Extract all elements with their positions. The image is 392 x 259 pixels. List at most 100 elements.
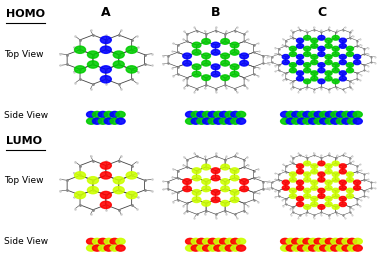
Circle shape: [211, 49, 220, 55]
Circle shape: [211, 175, 220, 181]
Circle shape: [347, 46, 354, 51]
Circle shape: [104, 118, 113, 124]
Circle shape: [297, 245, 307, 251]
Circle shape: [104, 238, 113, 244]
Circle shape: [296, 71, 303, 75]
Circle shape: [303, 118, 312, 124]
Circle shape: [289, 46, 296, 51]
Circle shape: [318, 52, 325, 56]
Text: Side View: Side View: [4, 237, 48, 246]
Circle shape: [289, 177, 296, 182]
Circle shape: [332, 194, 339, 198]
Circle shape: [221, 179, 229, 184]
Circle shape: [100, 46, 111, 53]
Circle shape: [185, 118, 195, 124]
Circle shape: [100, 172, 111, 179]
Circle shape: [309, 118, 318, 124]
Circle shape: [297, 238, 307, 244]
Circle shape: [202, 75, 211, 81]
Circle shape: [336, 111, 346, 118]
Circle shape: [325, 164, 332, 169]
Circle shape: [311, 55, 318, 59]
Circle shape: [87, 186, 98, 194]
Circle shape: [87, 245, 96, 251]
Text: LUMO: LUMO: [6, 136, 42, 146]
Circle shape: [93, 238, 102, 244]
Circle shape: [126, 191, 137, 199]
Circle shape: [221, 39, 229, 44]
Circle shape: [221, 53, 229, 59]
Circle shape: [230, 168, 239, 174]
Circle shape: [347, 188, 354, 193]
Circle shape: [110, 238, 119, 244]
Circle shape: [116, 118, 125, 124]
Circle shape: [332, 172, 339, 177]
Circle shape: [221, 200, 229, 206]
Circle shape: [292, 118, 301, 124]
Circle shape: [311, 71, 318, 75]
Circle shape: [100, 76, 111, 83]
Circle shape: [289, 188, 296, 193]
Circle shape: [185, 245, 195, 251]
Circle shape: [339, 76, 347, 81]
Circle shape: [183, 60, 191, 66]
Circle shape: [332, 52, 339, 56]
Circle shape: [191, 245, 200, 251]
Circle shape: [191, 118, 200, 124]
Circle shape: [332, 46, 339, 51]
Circle shape: [353, 245, 362, 251]
Circle shape: [231, 238, 240, 244]
Circle shape: [281, 245, 290, 251]
Circle shape: [342, 238, 351, 244]
Circle shape: [318, 205, 325, 209]
Circle shape: [319, 118, 329, 124]
Circle shape: [311, 202, 318, 207]
Circle shape: [231, 111, 240, 118]
Circle shape: [104, 245, 113, 251]
Circle shape: [192, 42, 201, 48]
Circle shape: [202, 186, 211, 192]
Circle shape: [331, 118, 340, 124]
Circle shape: [110, 245, 119, 251]
Circle shape: [203, 238, 212, 244]
Circle shape: [336, 245, 346, 251]
Circle shape: [331, 238, 340, 244]
Circle shape: [110, 111, 119, 118]
Circle shape: [230, 71, 239, 77]
Circle shape: [325, 60, 332, 64]
Circle shape: [353, 111, 362, 118]
Text: Top View: Top View: [4, 176, 44, 184]
Circle shape: [211, 197, 220, 203]
Circle shape: [318, 35, 325, 40]
Circle shape: [347, 52, 354, 56]
Circle shape: [296, 44, 303, 48]
Circle shape: [318, 172, 325, 177]
Circle shape: [126, 66, 137, 73]
Circle shape: [211, 190, 220, 195]
Circle shape: [183, 53, 191, 59]
Circle shape: [203, 111, 212, 118]
Circle shape: [325, 238, 334, 244]
Circle shape: [202, 179, 211, 184]
Circle shape: [74, 46, 85, 53]
Circle shape: [98, 238, 107, 244]
Circle shape: [191, 238, 200, 244]
Circle shape: [339, 71, 347, 75]
Circle shape: [240, 53, 249, 59]
Circle shape: [304, 63, 311, 67]
Circle shape: [230, 49, 239, 55]
Circle shape: [192, 197, 201, 203]
Circle shape: [314, 245, 323, 251]
Circle shape: [220, 118, 229, 124]
Circle shape: [113, 51, 124, 58]
Circle shape: [126, 46, 137, 53]
Circle shape: [202, 39, 211, 44]
Circle shape: [236, 238, 246, 244]
Circle shape: [214, 111, 223, 118]
Circle shape: [202, 164, 211, 170]
Circle shape: [339, 164, 347, 169]
Circle shape: [296, 76, 303, 81]
Circle shape: [297, 111, 307, 118]
Circle shape: [347, 172, 354, 177]
Circle shape: [311, 164, 318, 169]
